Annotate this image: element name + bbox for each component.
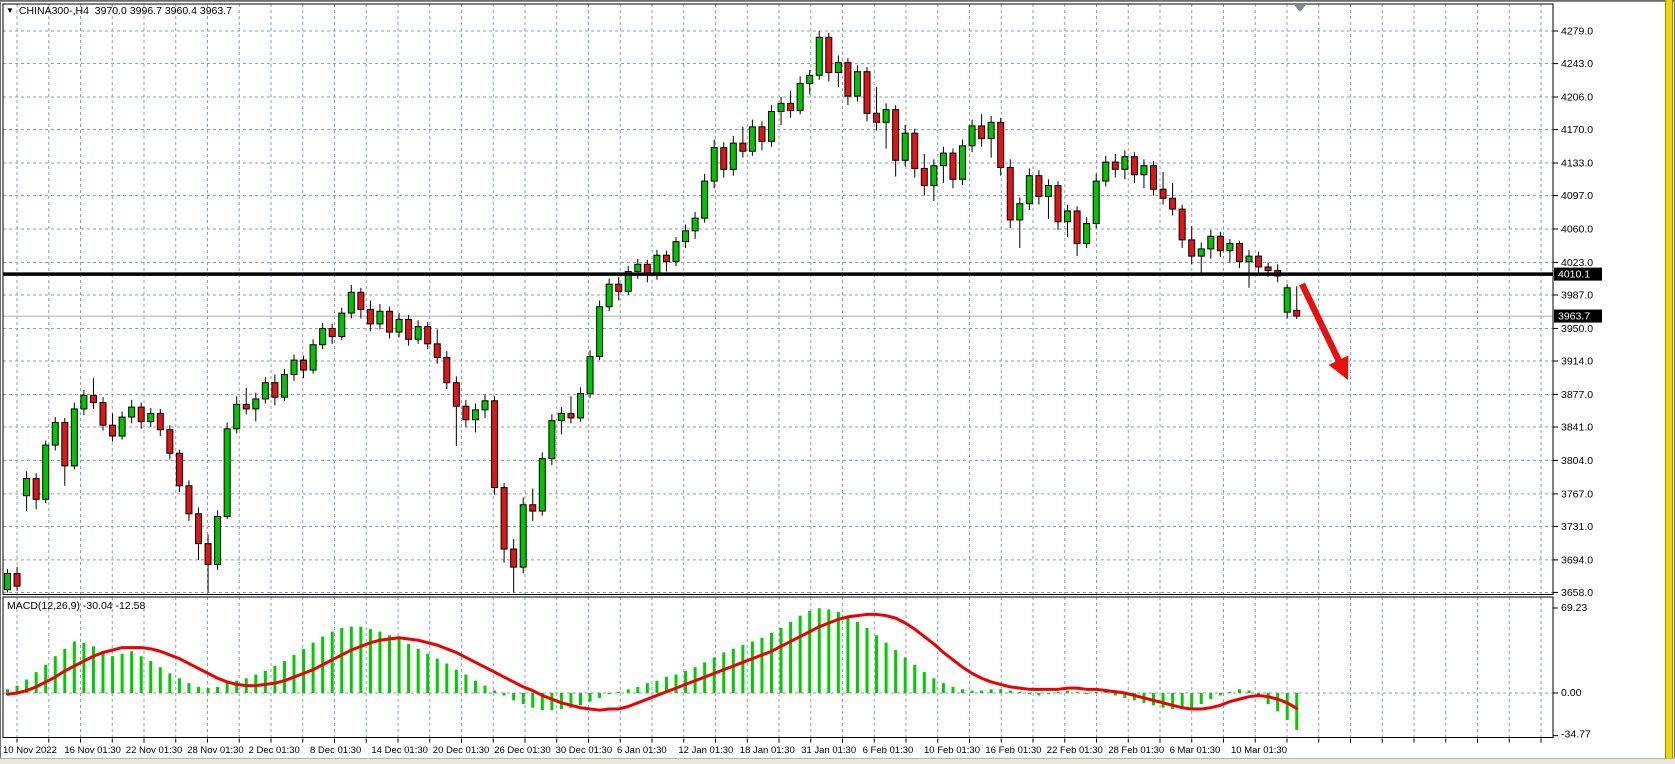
window-bottom-edge	[0, 758, 1675, 764]
svg-text:3658.0: 3658.0	[1561, 587, 1593, 599]
svg-text:16 Nov 01:30: 16 Nov 01:30	[64, 745, 121, 756]
chart-shift-marker-icon[interactable]	[1294, 5, 1306, 12]
svg-text:10 Feb 01:30: 10 Feb 01:30	[924, 745, 980, 756]
svg-text:3950.0: 3950.0	[1561, 323, 1593, 335]
svg-text:10 Nov 2022: 10 Nov 2022	[3, 745, 57, 756]
svg-text:10 Mar 01:30: 10 Mar 01:30	[1231, 745, 1287, 756]
symbol-dropdown-icon[interactable]: ▼	[6, 6, 14, 15]
svg-text:3694.0: 3694.0	[1561, 554, 1593, 566]
svg-text:-34.77: -34.77	[1561, 729, 1591, 741]
svg-text:4243.0: 4243.0	[1561, 58, 1593, 70]
svg-text:22 Feb 01:30: 22 Feb 01:30	[1047, 745, 1103, 756]
chart-title: ▼ CHINA300-,H4 3970.0 3996.7 3960.4 3963…	[6, 4, 232, 18]
svg-text:4097.0: 4097.0	[1561, 190, 1593, 202]
svg-text:3767.0: 3767.0	[1561, 488, 1593, 500]
macd-signal-line	[6, 612, 1299, 712]
macd-axis-labels: 69.23 0.00 -34.77	[1553, 602, 1591, 741]
chart-title-text: CHINA300-,H4 3970.0 3996.7 3960.4 3963.7	[18, 5, 232, 17]
svg-text:6 Jan 01:30: 6 Jan 01:30	[617, 745, 667, 756]
svg-text:3804.0: 3804.0	[1561, 455, 1593, 467]
svg-text:26 Dec 01:30: 26 Dec 01:30	[494, 745, 551, 756]
svg-text:4133.0: 4133.0	[1561, 158, 1593, 170]
macd-indicator	[6, 608, 1299, 730]
svg-text:0.00: 0.00	[1561, 687, 1582, 699]
svg-text:4206.0: 4206.0	[1561, 92, 1593, 104]
svg-text:3731.0: 3731.0	[1561, 521, 1593, 533]
svg-text:4023.0: 4023.0	[1561, 257, 1593, 269]
panel-borders	[0, 1, 1675, 738]
down-arrow-annotation[interactable]	[1299, 282, 1349, 380]
svg-text:30 Dec 01:30: 30 Dec 01:30	[556, 745, 613, 756]
svg-text:3877.0: 3877.0	[1561, 389, 1593, 401]
svg-text:3987.0: 3987.0	[1561, 290, 1593, 302]
svg-text:4279.0: 4279.0	[1561, 26, 1593, 38]
candles	[4, 31, 1301, 593]
svg-text:4170.0: 4170.0	[1561, 124, 1593, 136]
right-edge-stripe	[1665, 0, 1673, 758]
svg-text:18 Jan 01:30: 18 Jan 01:30	[740, 745, 795, 756]
svg-text:4010.1: 4010.1	[1558, 269, 1590, 281]
svg-text:69.23: 69.23	[1561, 602, 1587, 614]
price-tags: 4010.1 3963.7	[1554, 267, 1602, 323]
svg-text:3914.0: 3914.0	[1561, 356, 1593, 368]
svg-text:3841.0: 3841.0	[1561, 422, 1593, 434]
time-axis[interactable]	[0, 739, 1553, 758]
svg-text:28 Nov 01:30: 28 Nov 01:30	[187, 745, 244, 756]
price-axis-labels: 4279.0 4243.0 4206.0 4170.0 4133.0 4097.0 4060…	[1553, 26, 1593, 599]
svg-text:31 Jan 01:30: 31 Jan 01:30	[801, 745, 856, 756]
svg-text:14 Dec 01:30: 14 Dec 01:30	[371, 745, 428, 756]
svg-text:12 Jan 01:30: 12 Jan 01:30	[678, 745, 733, 756]
svg-text:20 Dec 01:30: 20 Dec 01:30	[433, 745, 490, 756]
macd-indicator-label: MACD(12,26,9) -30.04 -12.58	[7, 600, 146, 612]
svg-text:6 Mar 01:30: 6 Mar 01:30	[1170, 745, 1221, 756]
svg-text:28 Feb 01:30: 28 Feb 01:30	[1108, 745, 1164, 756]
svg-text:16 Feb 01:30: 16 Feb 01:30	[985, 745, 1041, 756]
svg-text:8 Dec 01:30: 8 Dec 01:30	[310, 745, 361, 756]
svg-text:4060.0: 4060.0	[1561, 224, 1593, 236]
price-axis[interactable]	[1554, 4, 1664, 738]
grid-lines	[3, 4, 1553, 743]
time-axis-labels: 10 Nov 2022 16 Nov 01:30 22 Nov 01:30 28 No…	[3, 745, 1287, 756]
svg-text:2 Dec 01:30: 2 Dec 01:30	[249, 745, 300, 756]
svg-text:22 Nov 01:30: 22 Nov 01:30	[126, 745, 183, 756]
svg-text:6 Feb 01:30: 6 Feb 01:30	[863, 745, 914, 756]
svg-text:3963.7: 3963.7	[1558, 311, 1590, 323]
